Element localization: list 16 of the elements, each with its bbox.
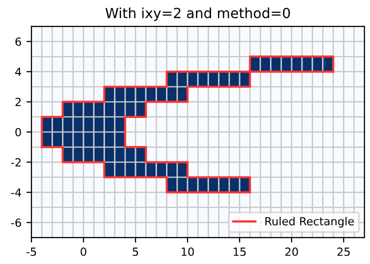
y-tick-label: 2 xyxy=(15,98,21,106)
legend-label: Ruled Rectangle xyxy=(265,216,354,228)
x-tick-label: 5 xyxy=(132,248,138,256)
x-tick-label: 10 xyxy=(182,248,194,256)
y-tick-label: 6 xyxy=(15,37,22,46)
y-tick-label: 4 xyxy=(15,68,22,76)
x-tick-label: 15 xyxy=(234,248,246,256)
chart-title: With ixy=2 and method=0 xyxy=(106,8,290,21)
x-tick-label: 0 xyxy=(80,248,86,256)
y-tick-label: -2 xyxy=(11,158,21,166)
x-tick-label: 20 xyxy=(285,248,298,256)
y-tick-label: -4 xyxy=(11,188,22,197)
x-tick-label: -5 xyxy=(26,248,36,256)
y-tick-label: -6 xyxy=(11,218,22,227)
y-tick-label: 0 xyxy=(15,128,21,136)
x-tick-label: 25 xyxy=(337,248,350,256)
